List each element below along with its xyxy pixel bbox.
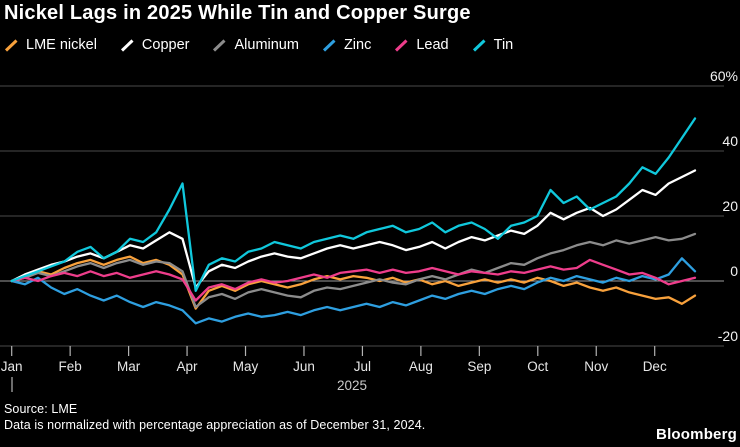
x-axis-label-jun: Jun bbox=[293, 359, 315, 374]
legend-item-zinc[interactable]: Zinc bbox=[322, 37, 371, 53]
series-line-lme-nickel bbox=[10, 255, 697, 310]
legend-item-tin[interactable]: Tin bbox=[472, 37, 514, 53]
y-axis-label: 40 bbox=[722, 133, 738, 149]
legend-item-label: LME nickel bbox=[26, 37, 97, 53]
legend-slash-icon bbox=[322, 38, 336, 52]
x-axis-label-oct: Oct bbox=[527, 359, 548, 374]
x-axis-label-apr: Apr bbox=[177, 359, 199, 374]
legend-item-lead[interactable]: Lead bbox=[394, 37, 449, 53]
x-axis-label-aug: Aug bbox=[409, 359, 433, 374]
x-axis-label-jan: Jan bbox=[1, 359, 23, 374]
y-axis-label: 20 bbox=[722, 198, 738, 214]
y-axis-label: 0 bbox=[730, 263, 738, 279]
series-line-tin bbox=[10, 117, 697, 292]
x-axis-label-sep: Sep bbox=[467, 359, 491, 374]
x-axis-label-dec: Dec bbox=[643, 359, 667, 374]
legend-slash-icon bbox=[395, 38, 408, 52]
chart-svg: 60% 40 20 0 -20 Jan Feb Mar Apr May Jun Jul Aug Sep Oc… bbox=[0, 68, 738, 393]
legend-item-label: Lead bbox=[416, 37, 449, 53]
legend-slash-icon bbox=[4, 38, 18, 52]
x-axis-label-may: May bbox=[233, 359, 259, 374]
chart-footer: Source: LME Data is normalized with perc… bbox=[4, 401, 425, 434]
x-axis-label-feb: Feb bbox=[59, 359, 82, 374]
note-text: Data is normalized with percentage appre… bbox=[4, 418, 426, 433]
series-line-lead bbox=[10, 258, 697, 302]
legend-item-label: Tin bbox=[493, 37, 514, 53]
x-axis-year-label: 2025 bbox=[337, 378, 367, 393]
bloomberg-logo: Bloomberg bbox=[656, 426, 737, 443]
y-axis-label: -20 bbox=[718, 328, 738, 344]
x-axis-label-mar: Mar bbox=[117, 359, 141, 374]
legend-slash-icon bbox=[213, 38, 227, 52]
legend-item-lme-nickel[interactable]: LME nickel bbox=[4, 37, 97, 53]
y-axis-label: 60% bbox=[710, 68, 738, 84]
legend-item-label: Copper bbox=[141, 37, 190, 53]
legend-item-copper[interactable]: Copper bbox=[120, 37, 190, 53]
legend-slash-icon bbox=[120, 38, 134, 52]
x-axis-label-nov: Nov bbox=[584, 359, 608, 374]
legend-item-label: Aluminum bbox=[234, 37, 299, 53]
series-line-aluminum bbox=[10, 232, 697, 309]
legend-item-aluminum[interactable]: Aluminum bbox=[212, 37, 299, 53]
series-line-zinc bbox=[10, 257, 697, 325]
chart-legend: LME nickel Copper Aluminum Zinc Lead Tin bbox=[4, 37, 513, 53]
series-line-copper bbox=[10, 169, 697, 289]
x-axis-label-jul: Jul bbox=[354, 359, 371, 374]
source-text: Source: LME bbox=[4, 402, 78, 416]
chart-title: Nickel Lags in 2025 While Tin and Copper… bbox=[4, 2, 471, 24]
legend-slash-icon bbox=[472, 38, 486, 52]
legend-item-label: Zinc bbox=[343, 37, 372, 53]
